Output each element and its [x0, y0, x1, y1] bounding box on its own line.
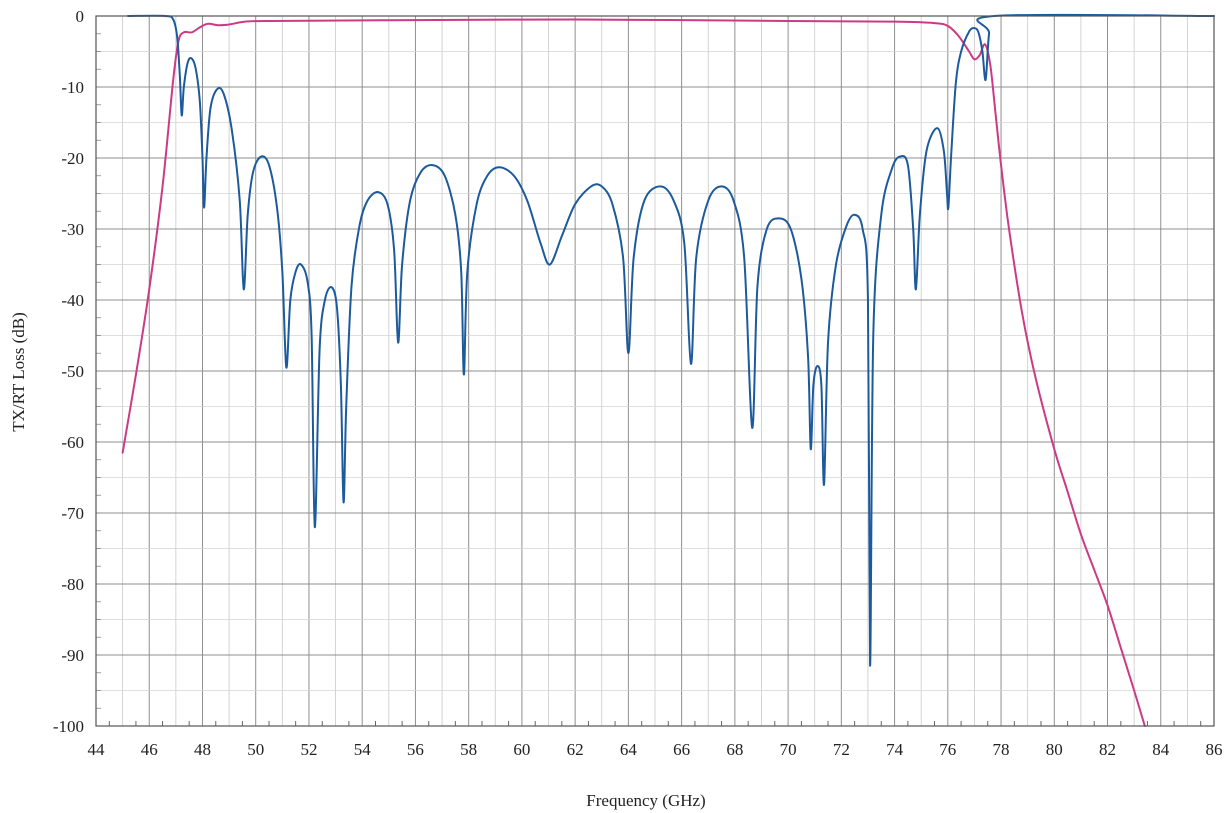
tick-labels: 44 46 48 50 52 54 56 58 60 62 64 66 68 70 72 74 76 78 80 82… [53, 7, 1223, 759]
x-tick-label: 78 [993, 740, 1010, 759]
x-tick-label: 70 [780, 740, 797, 759]
x-tick-label: 54 [354, 740, 372, 759]
y-axis-title: TX/RT Loss (dB) [9, 312, 28, 432]
y-tick-label: -40 [61, 291, 84, 310]
x-tick-label: 62 [567, 740, 584, 759]
x-tick-label: 44 [88, 740, 106, 759]
y-tick-label: -100 [53, 717, 84, 736]
y-tick-label: -30 [61, 220, 84, 239]
x-tick-label: 74 [886, 740, 904, 759]
y-tick-label: -90 [61, 646, 84, 665]
x-tick-label: 76 [939, 740, 956, 759]
x-tick-label: 46 [141, 740, 158, 759]
x-tick-label: 58 [460, 740, 477, 759]
x-tick-label: 48 [194, 740, 211, 759]
x-tick-label: 50 [247, 740, 264, 759]
x-axis-title: Frequency (GHz) [586, 791, 705, 810]
x-tick-label: 80 [1046, 740, 1063, 759]
series-layer [121, 13, 1215, 727]
y-tick-label: -60 [61, 433, 84, 452]
x-tick-label: 64 [620, 740, 638, 759]
x-tick-label: 66 [673, 740, 690, 759]
series-line-magenta [121, 18, 1146, 727]
y-tick-label: -80 [61, 575, 84, 594]
y-tick-label: -50 [61, 362, 84, 381]
y-tick-label: -20 [61, 149, 84, 168]
grid [95, 15, 1215, 727]
series-line-blue [126, 13, 1215, 667]
x-tick-label: 60 [513, 740, 530, 759]
x-tick-label: 86 [1206, 740, 1223, 759]
y-tick-label: 0 [76, 7, 85, 26]
x-tick-label: 56 [407, 740, 424, 759]
x-tick-label: 84 [1152, 740, 1170, 759]
x-tick-label: 52 [300, 740, 317, 759]
axes [95, 15, 1215, 727]
x-tick-label: 68 [726, 740, 743, 759]
plot-frame [95, 15, 1215, 727]
x-tick-label: 82 [1099, 740, 1116, 759]
y-tick-label: -10 [61, 78, 84, 97]
x-tick-label: 72 [833, 740, 850, 759]
y-tick-label: -70 [61, 504, 84, 523]
